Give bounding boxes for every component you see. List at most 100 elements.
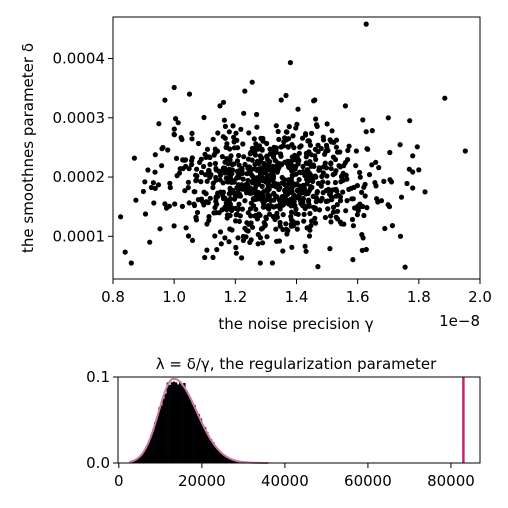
scatter-point (329, 128, 335, 134)
scatter-point (189, 136, 195, 142)
scatter-point (226, 129, 232, 135)
scatter-point (340, 170, 346, 176)
scatter-point (236, 218, 242, 224)
scatter-point (335, 192, 342, 199)
x-tick-label: 1.2 (223, 288, 247, 306)
y-tick-label: 0.1 (86, 368, 110, 386)
scatter-point (265, 166, 271, 172)
scatter-point (248, 213, 254, 219)
scatter-point (235, 145, 241, 151)
scatter-point (147, 239, 153, 245)
scatter-point (325, 147, 331, 154)
histogram-bar (187, 394, 190, 463)
scatter-point (186, 200, 192, 206)
scatter-point (301, 218, 307, 224)
scatter-point (235, 193, 241, 199)
histogram-bar (164, 393, 167, 463)
scatter-point (311, 98, 317, 104)
scatter-point (271, 144, 277, 150)
scatter-point (337, 198, 344, 204)
scatter-point (245, 177, 251, 184)
scatter-point (349, 196, 355, 202)
scatter-point (397, 233, 404, 239)
scatter-point (231, 139, 237, 145)
x-tick-label: 1.8 (407, 288, 431, 306)
scatter-point (264, 140, 270, 147)
scatter-point (410, 185, 416, 191)
scatter-point (315, 142, 321, 148)
scatter-point (251, 136, 257, 142)
scatter-point (210, 184, 216, 191)
scatter-point (292, 166, 298, 172)
scatter-point (334, 202, 340, 208)
scatter-point (360, 117, 366, 123)
scatter-point (252, 152, 259, 158)
scatter-point (332, 179, 338, 186)
scatter-point (363, 129, 369, 135)
scatter-point (340, 177, 346, 183)
histogram-bar (154, 422, 157, 463)
scatter-point (328, 166, 334, 172)
scatter-point (357, 169, 363, 176)
scatter-point (185, 233, 192, 239)
scatter-point (240, 141, 246, 147)
scatter-point (314, 189, 320, 195)
histogram-bar (135, 459, 138, 463)
scatter-point (306, 177, 313, 183)
scatter-point (303, 248, 309, 254)
scatter-point (302, 173, 308, 179)
scatter-point (122, 249, 128, 255)
histogram-title: λ = δ/γ, the regularization parameter (156, 355, 437, 373)
scatter-point (234, 158, 241, 164)
scatter-point (202, 151, 208, 157)
scatter-point (255, 189, 261, 195)
scatter-point (206, 154, 212, 160)
scatter-point (243, 182, 249, 188)
scatter-point (236, 152, 242, 159)
scatter-point (268, 177, 274, 183)
scatter-point (254, 124, 260, 130)
x-tick-label: 20000 (178, 472, 226, 490)
scatter-point (301, 211, 307, 217)
scatter-point (213, 165, 219, 172)
scatter-point (364, 205, 370, 211)
scatter-point (224, 215, 230, 221)
scatter-point (247, 206, 254, 212)
scatter-point (267, 193, 273, 199)
scatter-point (233, 212, 239, 218)
histogram-bar (156, 416, 159, 463)
scatter-point (283, 92, 289, 99)
scatter-point (212, 233, 218, 239)
scatter-point (250, 178, 256, 184)
scatter-point (213, 195, 219, 201)
scatter-point (348, 185, 354, 191)
scatter-point (173, 155, 180, 161)
scatter-point (242, 198, 248, 204)
histogram-bar (224, 455, 228, 463)
scatter-point (291, 145, 297, 151)
x-tick-label: 1.4 (285, 288, 309, 306)
scatter-point (252, 213, 258, 219)
scatter-point (407, 118, 413, 124)
scatter-point (267, 211, 273, 217)
x-tick-label: 1.6 (346, 288, 370, 306)
scatter-point (182, 188, 188, 194)
scatter-point (357, 201, 363, 207)
scatter-points (118, 21, 468, 270)
scatter-point (244, 186, 250, 192)
scatter-point (256, 211, 262, 217)
scatter-point (416, 167, 422, 173)
scatter-point (240, 176, 246, 182)
scatter-point (349, 216, 356, 223)
scatter-point (203, 191, 209, 197)
scatter-point (288, 209, 295, 215)
scatter-point (328, 160, 334, 166)
scatter-point (315, 180, 321, 186)
scatter-point (142, 179, 148, 185)
scatter-point (341, 221, 347, 227)
scatter-point (179, 136, 185, 143)
scatter-point (289, 163, 295, 169)
histogram-bar (232, 460, 236, 463)
scatter-point (201, 114, 207, 121)
scatter-point (229, 227, 235, 233)
